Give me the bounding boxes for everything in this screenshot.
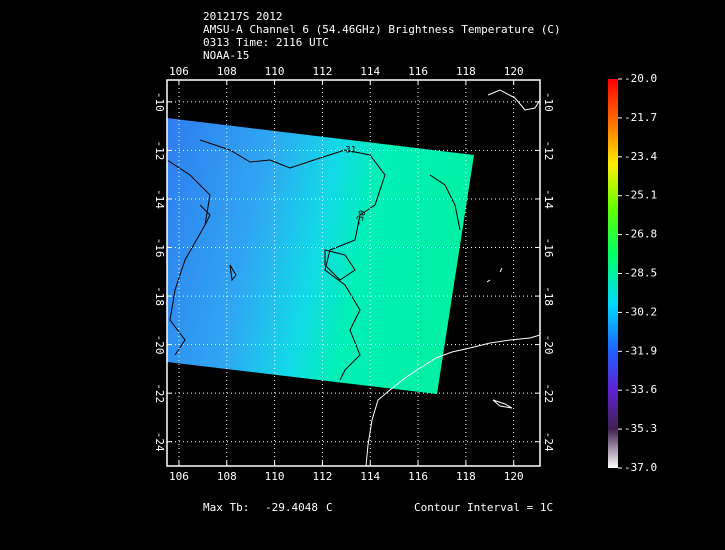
lon-label: 118 — [456, 470, 476, 483]
colorbar-label: -23.4 — [624, 150, 657, 163]
map: -31 -30 — [166, 79, 541, 467]
lat-label: -22 — [153, 383, 166, 403]
lon-label: 118 — [456, 65, 476, 78]
colorbar-label: -37.0 — [624, 461, 657, 474]
swath — [167, 118, 474, 394]
lon-label: 110 — [265, 470, 285, 483]
lat-label: -22 — [542, 383, 555, 403]
contour-label: -31 — [340, 146, 356, 156]
lat-label: -18 — [542, 286, 555, 306]
lat-label: -10 — [542, 92, 555, 112]
map-frame — [166, 79, 541, 467]
lat-label: -12 — [153, 140, 166, 160]
lat-label: -24 — [542, 432, 555, 452]
lon-label: 112 — [312, 65, 332, 78]
header-line: 0313 Time: 2116 UTC — [203, 36, 329, 49]
lon-label: 120 — [504, 470, 524, 483]
footer: Max Tb: -29.4048 C Contour Interval = 1C — [203, 501, 553, 514]
colorbar-label: -21.7 — [624, 111, 657, 124]
footer-contour: Contour Interval = 1C — [414, 501, 553, 514]
lon-label: 106 — [169, 470, 189, 483]
lat-label: -10 — [153, 92, 166, 112]
lon-label: 108 — [217, 65, 237, 78]
footer-unit: C — [326, 501, 333, 514]
lat-label: -16 — [153, 238, 166, 258]
lat-label: -16 — [542, 238, 555, 258]
header-line: AMSU-A Channel 6 (54.46GHz) Brightness T… — [203, 23, 561, 36]
colorbar-label: -28.5 — [624, 267, 657, 280]
colorbar-label: -35.3 — [624, 422, 657, 435]
lat-label: -12 — [542, 140, 555, 160]
colorbar-label: -30.2 — [624, 305, 657, 318]
lon-label: 112 — [312, 470, 332, 483]
header: 201217S 2012 AMSU-A Channel 6 (54.46GHz)… — [203, 10, 561, 62]
lon-label: 120 — [504, 65, 524, 78]
header-line: NOAA-15 — [203, 49, 249, 62]
lat-label: -18 — [153, 286, 166, 306]
colorbar-label: -33.6 — [624, 383, 657, 396]
header-line: 201217S 2012 — [203, 10, 282, 23]
lat-label: -20 — [153, 335, 166, 355]
footer-value: -29.4048 — [265, 501, 318, 514]
lat-label: -14 — [153, 189, 166, 209]
lon-label: 108 — [217, 470, 237, 483]
colorbar — [608, 79, 618, 468]
colorbar-label: -31.9 — [624, 344, 657, 357]
lon-label: 116 — [408, 65, 428, 78]
colorbar-label: -26.8 — [624, 228, 657, 241]
lon-label: 106 — [169, 65, 189, 78]
lat-label: -20 — [542, 335, 555, 355]
colorbar-label: -25.1 — [624, 189, 657, 202]
lon-label: 114 — [360, 65, 380, 78]
coastline — [365, 89, 541, 467]
lon-label: 116 — [408, 470, 428, 483]
lat-label: -14 — [542, 189, 555, 209]
lon-label: 114 — [360, 470, 380, 483]
contours — [166, 139, 461, 381]
lat-label: -24 — [153, 432, 166, 452]
colorbar-label: -20.0 — [624, 72, 657, 85]
lon-label: 110 — [265, 65, 285, 78]
footer-label: Max Tb: — [203, 501, 249, 514]
